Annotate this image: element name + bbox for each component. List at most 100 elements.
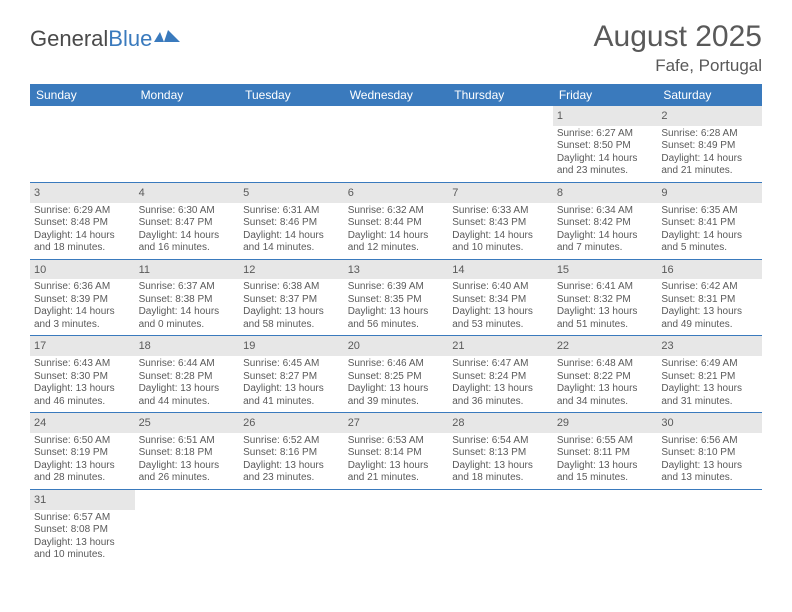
daylight-text: Daylight: 13 hours [557, 383, 654, 396]
calendar-day-cell: 11Sunrise: 6:37 AMSunset: 8:38 PMDayligh… [135, 259, 240, 336]
sunrise-text: Sunrise: 6:28 AM [661, 128, 758, 141]
daylight-text: and 51 minutes. [557, 319, 654, 332]
daylight-text: and 39 minutes. [348, 396, 445, 409]
sunset-text: Sunset: 8:13 PM [452, 447, 549, 460]
sunset-text: Sunset: 8:34 PM [452, 294, 549, 307]
day-number: 27 [348, 415, 445, 432]
day-number: 20 [348, 338, 445, 355]
calendar-day-cell [135, 489, 240, 565]
sunset-text: Sunset: 8:46 PM [243, 217, 340, 230]
day-number-bar: 9 [657, 183, 762, 203]
calendar-day-cell: 20Sunrise: 6:46 AMSunset: 8:25 PMDayligh… [344, 336, 449, 413]
logo-text-general: General [30, 26, 108, 52]
sunset-text: Sunset: 8:08 PM [34, 524, 131, 537]
sunset-text: Sunset: 8:18 PM [139, 447, 236, 460]
calendar-day-cell: 22Sunrise: 6:48 AMSunset: 8:22 PMDayligh… [553, 336, 658, 413]
daylight-text: Daylight: 13 hours [34, 383, 131, 396]
calendar-week-row: 31Sunrise: 6:57 AMSunset: 8:08 PMDayligh… [30, 489, 762, 565]
day-number-bar: 8 [553, 183, 658, 203]
day-number-bar: 2 [657, 106, 762, 126]
daylight-text: and 26 minutes. [139, 472, 236, 485]
calendar-day-cell [448, 489, 553, 565]
daylight-text: Daylight: 13 hours [661, 383, 758, 396]
sunrise-text: Sunrise: 6:53 AM [348, 435, 445, 448]
sunrise-text: Sunrise: 6:52 AM [243, 435, 340, 448]
daylight-text: and 36 minutes. [452, 396, 549, 409]
day-number-bar: 20 [344, 336, 449, 356]
sunrise-text: Sunrise: 6:46 AM [348, 358, 445, 371]
day-number-bar: 24 [30, 413, 135, 433]
daylight-text: Daylight: 14 hours [34, 306, 131, 319]
daylight-text: and 18 minutes. [34, 242, 131, 255]
sunrise-text: Sunrise: 6:43 AM [34, 358, 131, 371]
day-number: 1 [557, 108, 654, 125]
daylight-text: and 46 minutes. [34, 396, 131, 409]
sunrise-text: Sunrise: 6:55 AM [557, 435, 654, 448]
daylight-text: and 31 minutes. [661, 396, 758, 409]
sunset-text: Sunset: 8:35 PM [348, 294, 445, 307]
daylight-text: and 49 minutes. [661, 319, 758, 332]
logo: GeneralBlue [30, 26, 180, 52]
calendar-day-cell: 29Sunrise: 6:55 AMSunset: 8:11 PMDayligh… [553, 413, 658, 490]
calendar-week-row: 1Sunrise: 6:27 AMSunset: 8:50 PMDaylight… [30, 106, 762, 182]
daylight-text: Daylight: 13 hours [139, 460, 236, 473]
calendar-day-cell: 5Sunrise: 6:31 AMSunset: 8:46 PMDaylight… [239, 182, 344, 259]
sunrise-text: Sunrise: 6:47 AM [452, 358, 549, 371]
daylight-text: Daylight: 13 hours [557, 306, 654, 319]
day-number: 26 [243, 415, 340, 432]
day-number-bar: 19 [239, 336, 344, 356]
day-number: 8 [557, 185, 654, 202]
day-number-bar: 17 [30, 336, 135, 356]
calendar-day-cell: 4Sunrise: 6:30 AMSunset: 8:47 PMDaylight… [135, 182, 240, 259]
daylight-text: and 10 minutes. [34, 549, 131, 562]
calendar-day-cell: 8Sunrise: 6:34 AMSunset: 8:42 PMDaylight… [553, 182, 658, 259]
daylight-text: Daylight: 13 hours [661, 306, 758, 319]
sunrise-text: Sunrise: 6:45 AM [243, 358, 340, 371]
calendar-day-cell: 30Sunrise: 6:56 AMSunset: 8:10 PMDayligh… [657, 413, 762, 490]
daylight-text: Daylight: 14 hours [557, 153, 654, 166]
day-number: 12 [243, 262, 340, 279]
day-number-bar: 14 [448, 260, 553, 280]
daylight-text: and 21 minutes. [661, 165, 758, 178]
daylight-text: and 34 minutes. [557, 396, 654, 409]
daylight-text: Daylight: 13 hours [452, 383, 549, 396]
day-number: 29 [557, 415, 654, 432]
daylight-text: Daylight: 13 hours [34, 460, 131, 473]
daylight-text: and 53 minutes. [452, 319, 549, 332]
sunset-text: Sunset: 8:19 PM [34, 447, 131, 460]
daylight-text: and 16 minutes. [139, 242, 236, 255]
day-number: 23 [661, 338, 758, 355]
calendar-day-cell: 19Sunrise: 6:45 AMSunset: 8:27 PMDayligh… [239, 336, 344, 413]
weekday-header: Wednesday [344, 84, 449, 106]
calendar-day-cell: 25Sunrise: 6:51 AMSunset: 8:18 PMDayligh… [135, 413, 240, 490]
day-number-bar: 27 [344, 413, 449, 433]
daylight-text: and 13 minutes. [661, 472, 758, 485]
calendar-day-cell: 1Sunrise: 6:27 AMSunset: 8:50 PMDaylight… [553, 106, 658, 182]
day-number-bar: 7 [448, 183, 553, 203]
calendar-day-cell: 23Sunrise: 6:49 AMSunset: 8:21 PMDayligh… [657, 336, 762, 413]
sunrise-text: Sunrise: 6:49 AM [661, 358, 758, 371]
calendar-day-cell: 15Sunrise: 6:41 AMSunset: 8:32 PMDayligh… [553, 259, 658, 336]
sunset-text: Sunset: 8:49 PM [661, 140, 758, 153]
sunrise-text: Sunrise: 6:33 AM [452, 205, 549, 218]
daylight-text: and 0 minutes. [139, 319, 236, 332]
daylight-text: and 10 minutes. [452, 242, 549, 255]
daylight-text: Daylight: 14 hours [557, 230, 654, 243]
calendar-day-cell: 9Sunrise: 6:35 AMSunset: 8:41 PMDaylight… [657, 182, 762, 259]
calendar-day-cell [448, 106, 553, 182]
daylight-text: and 41 minutes. [243, 396, 340, 409]
calendar-day-cell: 12Sunrise: 6:38 AMSunset: 8:37 PMDayligh… [239, 259, 344, 336]
daylight-text: Daylight: 13 hours [348, 383, 445, 396]
sunrise-text: Sunrise: 6:35 AM [661, 205, 758, 218]
daylight-text: and 12 minutes. [348, 242, 445, 255]
daylight-text: and 14 minutes. [243, 242, 340, 255]
daylight-text: and 15 minutes. [557, 472, 654, 485]
daylight-text: and 23 minutes. [557, 165, 654, 178]
header: GeneralBlue August 2025 Fafe, Portugal [30, 20, 762, 76]
calendar-table: Sunday Monday Tuesday Wednesday Thursday… [30, 84, 762, 566]
calendar-day-cell: 18Sunrise: 6:44 AMSunset: 8:28 PMDayligh… [135, 336, 240, 413]
day-number-bar: 5 [239, 183, 344, 203]
daylight-text: Daylight: 14 hours [661, 230, 758, 243]
sunset-text: Sunset: 8:11 PM [557, 447, 654, 460]
daylight-text: and 7 minutes. [557, 242, 654, 255]
